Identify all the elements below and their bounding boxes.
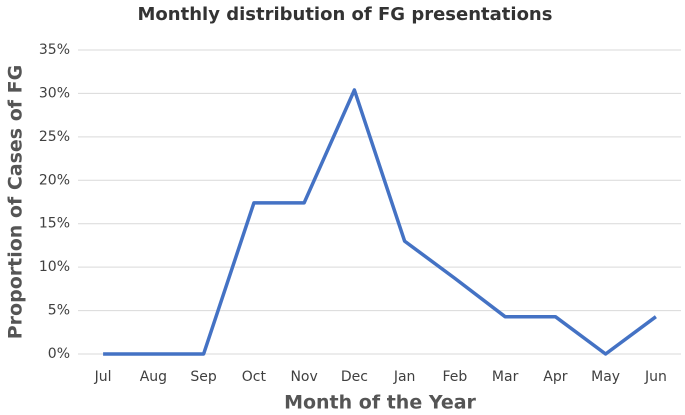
- y-axis-title: Proportion of Cases of FG: [5, 65, 27, 340]
- x-tick-label: Jan: [393, 369, 416, 385]
- x-tick-label: Feb: [442, 369, 467, 385]
- y-tick-label: 35%: [39, 42, 70, 58]
- x-tick-label: May: [591, 369, 620, 385]
- x-axis-title: Month of the Year: [284, 392, 476, 414]
- x-tick-label: Oct: [242, 369, 267, 385]
- x-tick-label: Jul: [94, 369, 112, 385]
- data-line: [103, 88, 657, 356]
- y-tick-label: 15%: [39, 216, 70, 232]
- x-tick-label: Sep: [190, 369, 217, 385]
- y-tick-label: 20%: [39, 172, 70, 188]
- y-tick-label: 25%: [39, 129, 70, 145]
- x-tick-label: Mar: [492, 369, 519, 385]
- chart-title: Monthly distribution of FG presentations: [138, 4, 553, 25]
- y-tick-label: 10%: [39, 259, 70, 275]
- y-tick-label: 0%: [48, 346, 70, 362]
- x-tick-label: Dec: [341, 369, 368, 385]
- x-tick-label: Nov: [290, 369, 317, 385]
- x-tick-label: Aug: [140, 369, 167, 385]
- y-tick-label: 5%: [48, 303, 70, 319]
- x-tick-label: Jun: [644, 369, 667, 385]
- x-tick-label: Apr: [543, 369, 567, 385]
- y-tick-label: 30%: [39, 85, 70, 101]
